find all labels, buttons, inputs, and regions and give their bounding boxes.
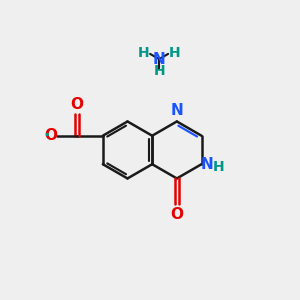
Text: H: H	[213, 160, 224, 174]
Text: N: N	[153, 52, 166, 67]
Text: O: O	[71, 97, 84, 112]
Text: O: O	[170, 207, 183, 222]
Text: N: N	[200, 157, 213, 172]
Text: N: N	[170, 103, 183, 118]
Text: ·: ·	[44, 127, 50, 145]
Text: H: H	[138, 46, 149, 60]
Text: O: O	[44, 128, 57, 143]
Text: H: H	[153, 64, 165, 78]
Text: H: H	[169, 46, 181, 60]
